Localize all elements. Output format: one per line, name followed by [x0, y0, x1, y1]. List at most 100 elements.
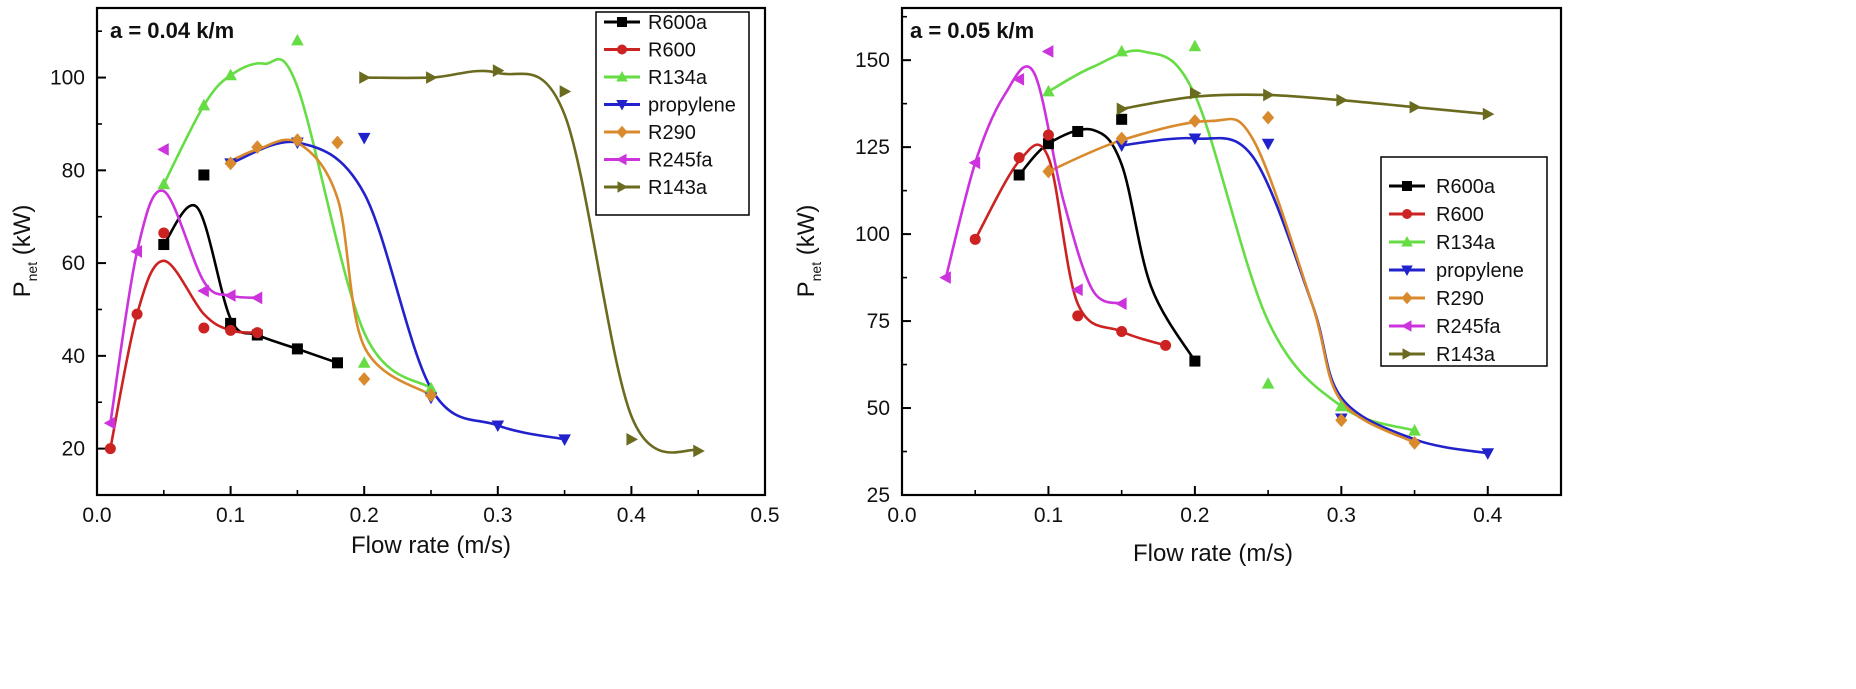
- chart-left: a = 0.04 k/m 0.0 0.1 0.2 0.3 0.4 0.5 20 40 60 80 1…: [9, 6, 780, 559]
- series-line-r245fa: [944, 65, 1123, 305]
- y-axis-title-unit: (kW): [9, 205, 36, 262]
- legend-marker-r245fa: [616, 153, 627, 166]
- data-point-r134a: [1261, 377, 1275, 389]
- data-point-r600: [198, 322, 210, 334]
- x-tick-label: 0.2: [350, 504, 379, 527]
- data-point-r290: [1408, 435, 1421, 450]
- data-point-propylene: [1261, 138, 1275, 151]
- data-point-r290: [424, 388, 438, 403]
- legend-label-r143a: R143a: [648, 177, 708, 199]
- data-point-propylene: [491, 420, 505, 433]
- data-point-r245fa: [103, 416, 116, 430]
- chart-annotation: a = 0.04 k/m: [110, 18, 234, 43]
- x-tick-label: 0.4: [617, 504, 647, 527]
- data-point-r134a: [1188, 39, 1202, 52]
- data-point-r290: [1042, 164, 1055, 179]
- data-point-r245fa: [1012, 72, 1025, 86]
- chart-annotation: a = 0.05 k/m: [910, 18, 1034, 43]
- data-point-r143a: [1189, 86, 1202, 100]
- data-point-r143a: [1336, 93, 1348, 107]
- data-point-r134a: [197, 98, 211, 111]
- series-markers: [103, 33, 705, 458]
- legend-label-r290: R290: [648, 122, 696, 144]
- series-markers: [939, 39, 1495, 460]
- legend: R600a R600 R134a propylene R290 R245fa R143a: [1380, 156, 1548, 367]
- legend-label-r245fa: R245fa: [648, 150, 713, 172]
- legend-marker-r134a: [1401, 236, 1413, 247]
- data-point-r600a: [1072, 125, 1084, 137]
- data-point-propylene: [357, 132, 371, 145]
- y-tick-label: 150: [855, 49, 890, 72]
- y-tick-label: 25: [867, 484, 890, 507]
- x-axis-title: Flow rate (m/s): [1133, 540, 1293, 567]
- data-point-r290: [1335, 413, 1348, 428]
- legend-label-r290: R290: [1436, 288, 1484, 310]
- data-point-r600: [251, 327, 263, 339]
- data-point-r143a: [693, 444, 705, 458]
- legend-label-r600a: R600a: [1436, 176, 1496, 198]
- legend-marker-r600: [1402, 209, 1412, 219]
- data-point-r134a: [291, 33, 304, 46]
- data-point-r600: [225, 324, 237, 336]
- data-point-r134a: [224, 68, 237, 81]
- x-tick-label: 0.5: [750, 504, 779, 527]
- legend-label-r143a: R143a: [1436, 344, 1496, 366]
- data-point-r290: [291, 133, 304, 148]
- data-point-r245fa: [1071, 283, 1083, 297]
- series-line-r600: [109, 259, 258, 449]
- y-tick-label: 100: [50, 67, 85, 90]
- series-line-r245fa: [109, 189, 258, 424]
- legend-label-r600a: R600a: [648, 12, 708, 34]
- y-tick-label: 80: [62, 159, 85, 182]
- data-point-r245fa: [250, 291, 263, 305]
- y-axis-title-sub: net: [808, 262, 824, 282]
- data-point-r600a: [291, 343, 303, 355]
- data-point-r600a: [331, 357, 343, 369]
- legend-marker-r245fa: [1401, 320, 1412, 332]
- x-tick-label: 0.4: [1473, 504, 1503, 527]
- data-point-r600a: [1116, 113, 1128, 125]
- x-tick-label: 0.1: [216, 504, 245, 527]
- data-point-r143a: [492, 64, 505, 77]
- data-point-r290: [251, 140, 264, 155]
- legend-marker-r600a: [617, 17, 627, 27]
- data-point-r143a: [1263, 88, 1275, 102]
- data-point-r600a: [1013, 169, 1025, 181]
- data-point-r290: [1262, 110, 1275, 125]
- legend-box: [1380, 156, 1548, 367]
- data-point-r143a: [1482, 107, 1495, 121]
- legend-marker-r143a: [1402, 348, 1413, 360]
- legend-marker-propylene: [1401, 265, 1413, 276]
- legend-marker-r134a: [616, 71, 628, 82]
- data-point-r245fa: [157, 143, 169, 156]
- data-point-propylene: [1188, 133, 1202, 146]
- series-line-r600a: [1018, 127, 1197, 362]
- y-axis-title-sub: net: [24, 262, 40, 282]
- chart-right: a = 0.05 k/m 0.0 0.1 0.2 0.3 0.4 25 50 75 100 125…: [793, 6, 1563, 567]
- legend-marker-r600a: [1402, 181, 1412, 191]
- legend-label-propylene: propylene: [1436, 260, 1524, 282]
- data-point-r143a: [426, 71, 438, 84]
- data-point-r600: [1042, 129, 1054, 141]
- data-point-r600a: [225, 317, 237, 329]
- legend-label-r600: R600: [648, 40, 696, 62]
- data-point-r600a: [1042, 138, 1054, 150]
- data-point-propylene: [1115, 140, 1128, 153]
- data-point-r245fa: [197, 284, 209, 298]
- data-point-r290: [224, 156, 237, 171]
- data-point-r600a: [1189, 355, 1201, 367]
- y-tick-label: 125: [855, 136, 890, 159]
- data-point-r245fa: [939, 271, 951, 284]
- data-point-r245fa: [1041, 45, 1054, 58]
- data-point-r600: [1160, 339, 1172, 351]
- data-point-r143a: [1409, 100, 1422, 114]
- series-line-r290: [1047, 117, 1416, 444]
- data-point-r134a: [424, 381, 438, 394]
- data-point-r600: [158, 227, 170, 239]
- x-tick-label: 0.1: [1034, 504, 1063, 527]
- data-point-r600: [1013, 152, 1025, 164]
- series-line-r600: [974, 143, 1166, 347]
- series-line-r134a: [1047, 49, 1415, 432]
- legend-label-propylene: propylene: [648, 95, 736, 117]
